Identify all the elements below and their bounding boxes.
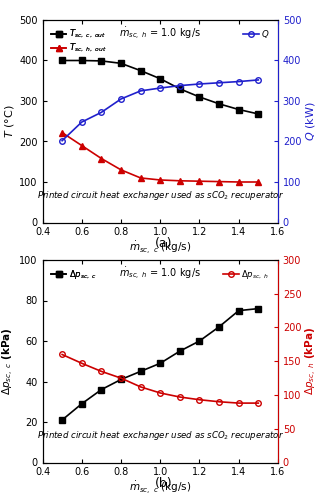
$\Delta p_{sc,\ h}$ bbox=[198, 396, 201, 402]
Line: $T_{sc,\ h,\ out}$: $T_{sc,\ h,\ out}$ bbox=[60, 130, 261, 185]
Text: Printed circuit heat exchanger used as sCO$_2$ recuperator: Printed circuit heat exchanger used as s… bbox=[37, 429, 284, 442]
$T_{sc,\ h,\ out}$ bbox=[139, 175, 143, 181]
$\Delta p_{sc,\ h}$ bbox=[178, 394, 182, 400]
$Q$ bbox=[217, 80, 221, 86]
Line: $\Delta p_{sc,\ c}$: $\Delta p_{sc,\ c}$ bbox=[60, 306, 261, 423]
$T_{sc,\ h,\ out}$ bbox=[217, 178, 221, 184]
Line: $Q$: $Q$ bbox=[60, 77, 261, 144]
Line: $\Delta p_{sc,\ h}$: $\Delta p_{sc,\ h}$ bbox=[60, 352, 261, 406]
$T_{sc,\ h,\ out}$ bbox=[99, 156, 103, 162]
$T_{sc,\ c,\ out}$ bbox=[198, 94, 201, 100]
$\Delta p_{sc,\ c}$ bbox=[256, 306, 260, 312]
Text: $\dot{m}_{sc,\ h}$ = 1.0 kg/s: $\dot{m}_{sc,\ h}$ = 1.0 kg/s bbox=[119, 26, 201, 42]
$T_{sc,\ c,\ out}$ bbox=[99, 58, 103, 64]
$\Delta p_{sc,\ c}$ bbox=[237, 308, 241, 314]
Legend: $\Delta p_{sc,\ c}$: $\Delta p_{sc,\ c}$ bbox=[49, 266, 99, 282]
$\Delta p_{sc,\ h}$ bbox=[158, 390, 162, 396]
Text: (b): (b) bbox=[155, 478, 172, 490]
$\Delta p_{sc,\ c}$ bbox=[99, 386, 103, 392]
$T_{sc,\ c,\ out}$ bbox=[80, 58, 84, 64]
Line: $T_{sc,\ c,\ out}$: $T_{sc,\ c,\ out}$ bbox=[60, 58, 261, 116]
$\Delta p_{sc,\ c}$ bbox=[198, 338, 201, 344]
Text: (a): (a) bbox=[155, 238, 172, 250]
$Q$ bbox=[119, 96, 123, 102]
$T_{sc,\ h,\ out}$ bbox=[178, 178, 182, 184]
$T_{sc,\ c,\ out}$ bbox=[237, 106, 241, 112]
$T_{sc,\ h,\ out}$ bbox=[80, 142, 84, 148]
$\Delta p_{sc,\ h}$ bbox=[256, 400, 260, 406]
Y-axis label: $Q$ (kW): $Q$ (kW) bbox=[304, 102, 317, 141]
$\Delta p_{sc,\ c}$ bbox=[80, 401, 84, 407]
$Q$ bbox=[139, 88, 143, 94]
Legend: $Q$: $Q$ bbox=[241, 26, 271, 42]
$T_{sc,\ c,\ out}$ bbox=[178, 86, 182, 92]
$Q$ bbox=[237, 78, 241, 84]
$\Delta p_{sc,\ c}$ bbox=[158, 360, 162, 366]
Legend: $\Delta p_{sc,\ h}$: $\Delta p_{sc,\ h}$ bbox=[221, 266, 271, 282]
Y-axis label: $T$ (°C): $T$ (°C) bbox=[3, 104, 16, 138]
$\Delta p_{sc,\ c}$ bbox=[217, 324, 221, 330]
$\Delta p_{sc,\ c}$ bbox=[178, 348, 182, 354]
$\Delta p_{sc,\ c}$ bbox=[60, 417, 64, 423]
$Q$ bbox=[178, 82, 182, 88]
$T_{sc,\ h,\ out}$ bbox=[60, 130, 64, 136]
Text: $\dot{m}_{sc,\ h}$ = 1.0 kg/s: $\dot{m}_{sc,\ h}$ = 1.0 kg/s bbox=[119, 266, 201, 282]
Legend: $T_{sc,\ c,\ out}$, $T_{sc,\ h,\ out}$: $T_{sc,\ c,\ out}$, $T_{sc,\ h,\ out}$ bbox=[49, 26, 109, 56]
$T_{sc,\ c,\ out}$ bbox=[217, 101, 221, 107]
Y-axis label: $\Delta p_{sc,\ c}$ (kPa): $\Delta p_{sc,\ c}$ (kPa) bbox=[1, 328, 16, 395]
$T_{sc,\ h,\ out}$ bbox=[158, 177, 162, 183]
X-axis label: $\dot{m}_{sc,\ c}$ (kg/s): $\dot{m}_{sc,\ c}$ (kg/s) bbox=[129, 240, 191, 256]
$T_{sc,\ h,\ out}$ bbox=[237, 179, 241, 185]
$\Delta p_{sc,\ h}$ bbox=[217, 398, 221, 404]
$\Delta p_{sc,\ c}$ bbox=[139, 368, 143, 374]
$Q$ bbox=[198, 81, 201, 87]
$\Delta p_{sc,\ h}$ bbox=[99, 368, 103, 374]
$Q$ bbox=[99, 110, 103, 116]
$T_{sc,\ h,\ out}$ bbox=[119, 167, 123, 173]
$T_{sc,\ c,\ out}$ bbox=[256, 111, 260, 117]
X-axis label: $\dot{m}_{sc,\ c}$ (kg/s): $\dot{m}_{sc,\ c}$ (kg/s) bbox=[129, 480, 191, 496]
$Q$ bbox=[60, 138, 64, 143]
$Q$ bbox=[80, 119, 84, 125]
$\Delta p_{sc,\ c}$ bbox=[119, 376, 123, 382]
$\Delta p_{sc,\ h}$ bbox=[119, 375, 123, 381]
$\Delta p_{sc,\ h}$ bbox=[80, 360, 84, 366]
$T_{sc,\ h,\ out}$ bbox=[256, 179, 260, 185]
$Q$ bbox=[158, 85, 162, 91]
$T_{sc,\ h,\ out}$ bbox=[198, 178, 201, 184]
$T_{sc,\ c,\ out}$ bbox=[158, 76, 162, 82]
$\Delta p_{sc,\ h}$ bbox=[139, 384, 143, 390]
$\Delta p_{sc,\ h}$ bbox=[237, 400, 241, 406]
$\Delta p_{sc,\ h}$ bbox=[60, 352, 64, 358]
$T_{sc,\ c,\ out}$ bbox=[139, 68, 143, 73]
$T_{sc,\ c,\ out}$ bbox=[119, 60, 123, 66]
$T_{sc,\ c,\ out}$ bbox=[60, 58, 64, 64]
$Q$ bbox=[256, 77, 260, 83]
Text: Printed circuit heat exchanger used as sCO$_2$ recuperator: Printed circuit heat exchanger used as s… bbox=[37, 189, 284, 202]
Y-axis label: $\Delta p_{sc,\ h}$ (kPa): $\Delta p_{sc,\ h}$ (kPa) bbox=[304, 327, 319, 396]
